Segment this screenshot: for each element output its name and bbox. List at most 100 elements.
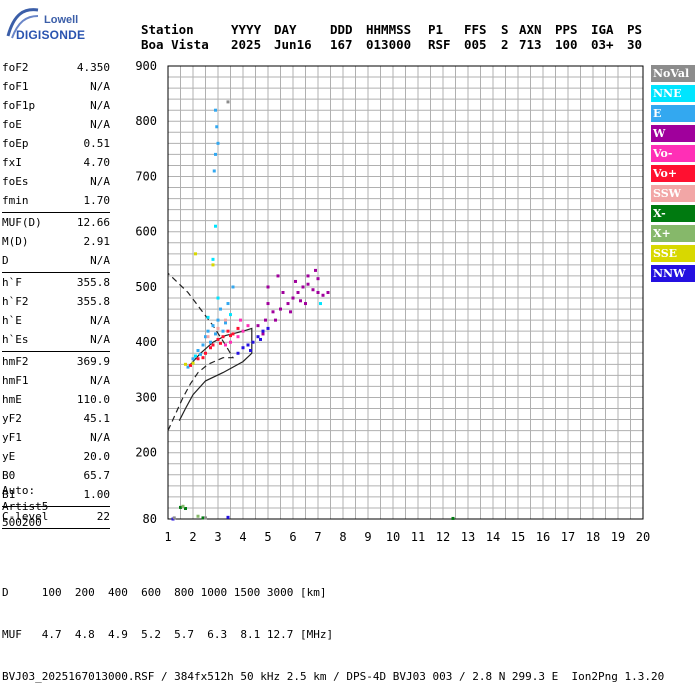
data-point-nnw bbox=[251, 340, 255, 344]
data-point-vo bbox=[226, 329, 230, 333]
footer-distance-row: D 100 200 400 600 800 1000 1500 3000 [km… bbox=[2, 586, 327, 599]
x-tick-label: 18 bbox=[586, 530, 600, 544]
param-row: fxI 4.70 bbox=[2, 153, 110, 172]
header-value: 03+ bbox=[591, 37, 614, 52]
header-label: DAY bbox=[274, 22, 297, 37]
param-row: M(D) 2.91 bbox=[2, 232, 110, 251]
header-label: Station bbox=[141, 22, 194, 37]
param-row: B0 65.7 bbox=[2, 466, 110, 485]
param-row: foF1p N/A bbox=[2, 96, 110, 115]
data-point-vo bbox=[201, 356, 205, 360]
header-value: 167 bbox=[330, 37, 353, 52]
param-row: h`E N/A bbox=[2, 311, 110, 330]
header-label: S bbox=[501, 22, 509, 37]
param-name: foF2 bbox=[2, 61, 29, 74]
param-value: 4.70 bbox=[83, 156, 111, 169]
param-name: h`F bbox=[2, 276, 22, 289]
x-tick-label: 6 bbox=[289, 530, 296, 544]
param-name: hmE bbox=[2, 393, 22, 406]
x-tick-label: 17 bbox=[561, 530, 575, 544]
param-value: 45.1 bbox=[83, 412, 111, 425]
data-point-nne bbox=[214, 224, 217, 228]
data-point-e bbox=[216, 141, 220, 145]
x-tick-label: 10 bbox=[386, 530, 400, 544]
data-point-vo bbox=[224, 343, 227, 347]
data-point-vo bbox=[219, 341, 222, 345]
param-name: fxI bbox=[2, 156, 22, 169]
param-value: 12.66 bbox=[76, 216, 110, 229]
data-point-w bbox=[294, 279, 297, 283]
data-point-nnw bbox=[259, 337, 262, 341]
param-name: hmF2 bbox=[2, 355, 29, 368]
param-name: h`E bbox=[2, 314, 22, 327]
data-point-sse bbox=[211, 263, 215, 267]
data-point-e bbox=[209, 340, 212, 344]
data-point-sse bbox=[191, 361, 195, 365]
x-tick-label: 8 bbox=[339, 530, 346, 544]
y-tick-label: 900 bbox=[135, 59, 157, 73]
data-point-w bbox=[264, 318, 267, 322]
param-row: fmin 1.70 bbox=[2, 191, 110, 210]
parameters-panel: foF2 4.350 foF1 N/A foF1p N/A foE N/A foEp 0.51 fx… bbox=[2, 58, 110, 529]
x-tick-label: 1 bbox=[164, 530, 171, 544]
param-separator bbox=[2, 506, 110, 507]
param-value: 22 bbox=[96, 510, 110, 523]
param-name: B1 bbox=[2, 488, 16, 501]
data-point-x bbox=[179, 505, 182, 509]
data-point-nne bbox=[206, 315, 210, 319]
param-value: N/A bbox=[90, 374, 110, 387]
data-point-w bbox=[304, 302, 307, 306]
data-point-noval bbox=[172, 516, 176, 520]
param-value: N/A bbox=[90, 175, 110, 188]
param-value: N/A bbox=[90, 314, 110, 327]
data-point-nnw bbox=[246, 343, 250, 347]
header-label: P1 bbox=[428, 22, 444, 37]
param-name: h`Es bbox=[2, 333, 29, 346]
param-name: h`F2 bbox=[2, 295, 29, 308]
param-row: h`Es N/A bbox=[2, 330, 110, 349]
header-value: 2 bbox=[501, 37, 509, 52]
param-row: yF2 45.1 bbox=[2, 409, 110, 428]
data-point-vo bbox=[221, 335, 225, 339]
footer-muf-row: MUF 4.7 4.8 4.9 5.2 5.7 6.3 8.1 12.7 [MH… bbox=[2, 628, 334, 641]
legend-item: W bbox=[651, 125, 695, 142]
data-point-ssw bbox=[224, 318, 227, 322]
ionogram-chart: 1 2 3 4 5 6 7 8 9 10 11 12 13 14 15 16 17 18 19 20802003004… bbox=[135, 59, 650, 544]
x-tick-label: 2 bbox=[189, 530, 196, 544]
param-value: 1.70 bbox=[83, 194, 111, 207]
auto-version: 500200 bbox=[2, 516, 42, 529]
data-point-nnw bbox=[226, 515, 230, 519]
data-point-w bbox=[306, 282, 310, 286]
param-value: 65.7 bbox=[83, 469, 111, 482]
data-point-ssw bbox=[216, 326, 220, 330]
param-separator bbox=[2, 528, 110, 529]
param-row: foF2 4.350 bbox=[2, 58, 110, 77]
data-point-vo bbox=[246, 324, 250, 328]
logo-digisonde: DIGISONDE bbox=[16, 28, 86, 42]
data-point-w bbox=[286, 302, 290, 306]
auto-program: Artist5 bbox=[2, 500, 49, 513]
x-tick-label: 11 bbox=[411, 530, 425, 544]
logo-lowell: Lowell bbox=[44, 14, 79, 26]
header-value: RSF bbox=[428, 37, 451, 52]
plot-frame bbox=[167, 65, 644, 520]
param-name: D bbox=[2, 254, 9, 267]
data-point-e bbox=[201, 343, 205, 347]
param-row: foEp 0.51 bbox=[2, 134, 110, 153]
data-point-e bbox=[219, 307, 222, 311]
param-name: M(D) bbox=[2, 235, 29, 248]
legend-item: NNW bbox=[651, 265, 695, 282]
param-value: 355.8 bbox=[76, 295, 110, 308]
x-tick-label: 20 bbox=[636, 530, 650, 544]
y-tick-label: 800 bbox=[135, 114, 157, 128]
data-point-nnw bbox=[241, 346, 245, 350]
param-row: yE 20.0 bbox=[2, 447, 110, 466]
data-point-w bbox=[301, 285, 305, 289]
data-point-w bbox=[311, 288, 315, 292]
data-point-e bbox=[206, 329, 210, 333]
data-point-vo bbox=[231, 332, 235, 336]
x-tick-label: 9 bbox=[364, 530, 371, 544]
header-value: 30 bbox=[627, 37, 643, 52]
data-point-w bbox=[276, 274, 280, 278]
legend-item: X+ bbox=[651, 225, 695, 242]
